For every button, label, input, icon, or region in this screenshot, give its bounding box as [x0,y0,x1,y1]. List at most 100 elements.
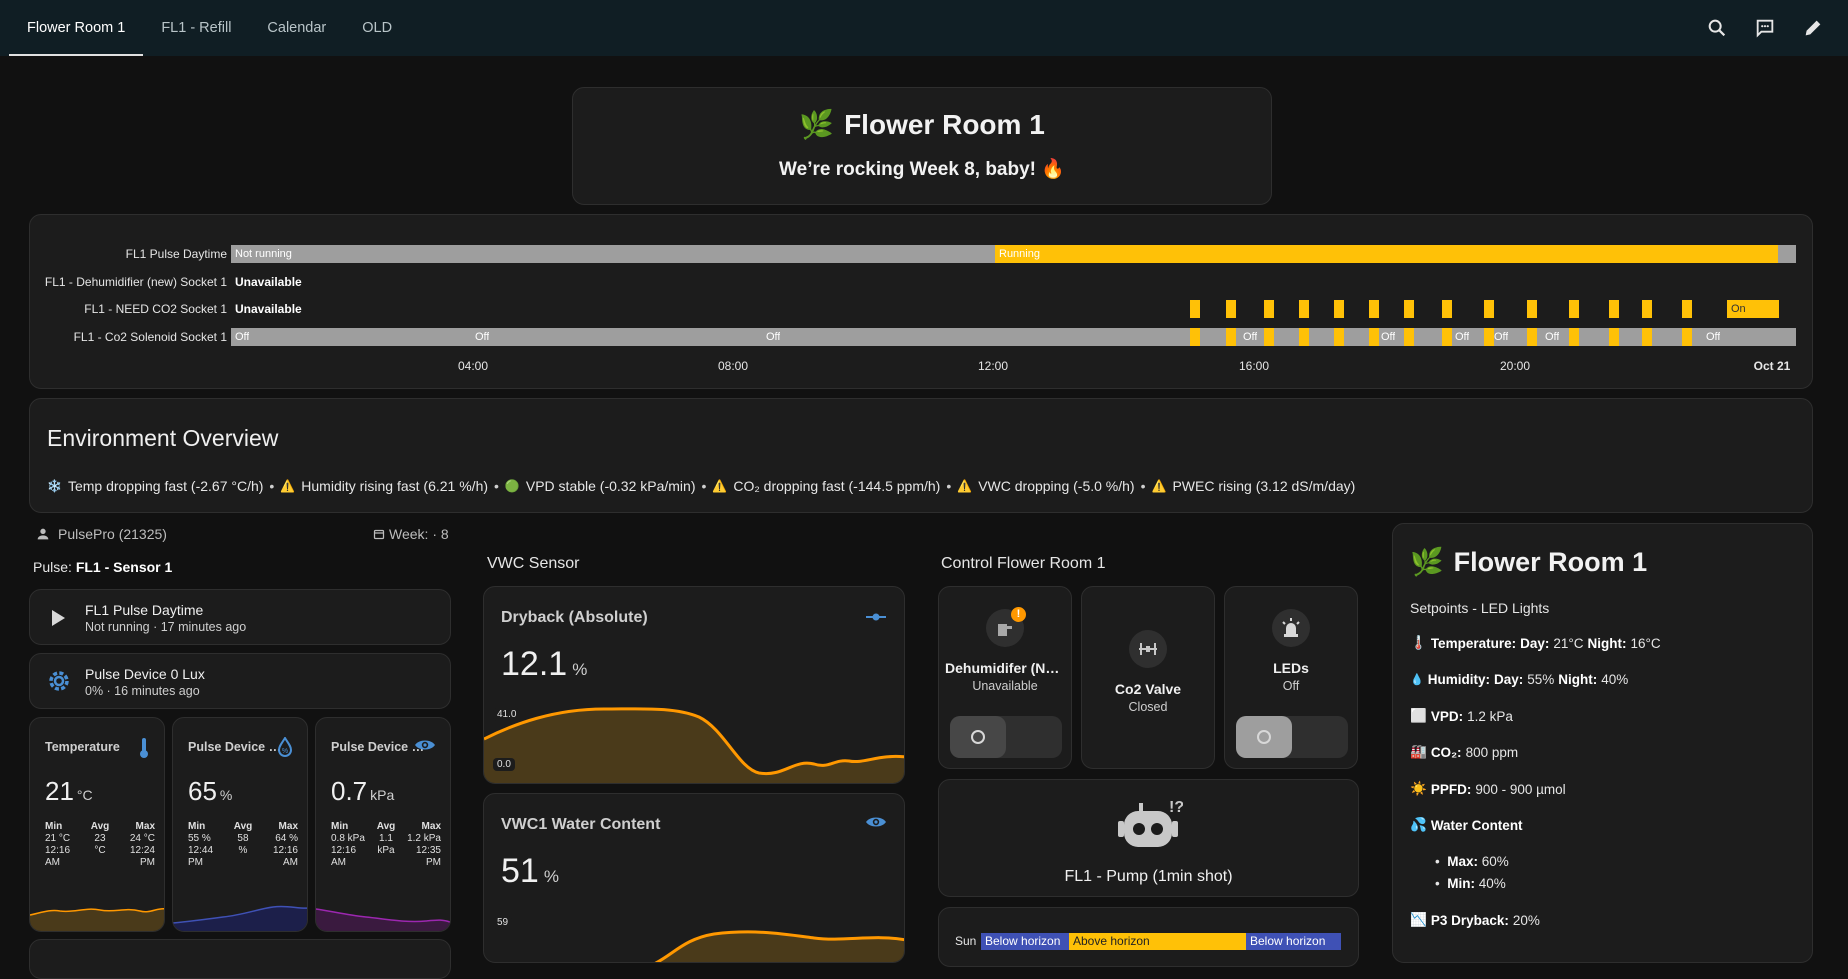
solenoid-on-mark[interactable] [1264,328,1274,346]
co2-need-on-mark[interactable] [1299,300,1309,318]
page-subtitle: We’re rocking Week 8, baby! 🔥 [779,159,1065,180]
tab-fl1-refill[interactable]: FL1 - Refill [143,0,249,56]
timeline-unavailable: Unavailable [235,302,302,316]
co2-need-on-mark[interactable] [1334,300,1344,318]
solenoid-off-label: Off [1706,331,1721,343]
solenoid-on-mark[interactable] [1682,328,1692,346]
stat-cell: 21 °C [45,833,71,844]
solenoid-on-mark[interactable] [1569,328,1579,346]
solenoid-on-mark[interactable] [1190,328,1200,346]
solenoid-on-mark[interactable] [1404,328,1414,346]
toolbar-actions [1702,0,1848,56]
trend-temp: Temp dropping fast (-2.67 °C/h) [67,478,264,494]
timeline-segment-not-running[interactable]: Not running [231,245,995,263]
timeline-solenoid-bar[interactable] [231,328,1796,346]
co2-need-on-mark[interactable] [1404,300,1414,318]
robot-confused-icon: !? [1118,799,1183,847]
tile-co2-valve[interactable]: Co2 Valve Closed [1081,586,1215,769]
sun-segment-above[interactable]: Above horizon [1069,933,1246,950]
water-max: • Max: 60% [1435,854,1509,869]
stat-cell: AM [45,857,60,868]
value-unit: % [543,867,559,886]
thermometer-icon: 🌡️ [1410,635,1427,650]
solenoid-on-mark[interactable] [1527,328,1537,346]
solenoid-off-label: Off [1494,331,1509,343]
co2-need-on-mark[interactable] [1642,300,1652,318]
co2-need-on-mark[interactable] [1569,300,1579,318]
sensor-stats: Min Avg Max 55 % 58 64 % 12:44% 12:16 PM AM [188,821,298,868]
snowflake-icon: ❄️ [47,479,62,493]
graph-card-dryback[interactable]: Dryback (Absolute) 12.1% 41.0 0.0 [483,586,905,784]
person-icon [37,528,49,540]
graph-title: Dryback (Absolute) [501,609,648,626]
trend-humidity: Humidity rising fast (6.21 %/h) [301,478,489,494]
trend-pwec: PWEC rising (3.12 dS/m/day) [1172,478,1356,494]
calendar-icon [373,529,385,540]
entity-pulse-lux[interactable]: Pulse Device 0 Lux 0% · 16 minutes ago [29,653,451,709]
setpoint-temperature: 🌡️ Temperature: Day: 21°C Night: 16°C [1410,635,1661,651]
tile-leds[interactable]: LEDs Off [1224,586,1358,769]
value-number: 12.1 [501,645,568,683]
tab-old[interactable]: OLD [344,0,410,56]
tab-flower-room-1[interactable]: Flower Room 1 [9,0,144,56]
play-icon [52,610,65,626]
stat-cell: AM [283,857,298,868]
herb-icon: 🌿 [799,109,835,140]
stat-cell: 1.2 kPa [407,833,441,844]
timeline-row-label: FL1 Pulse Daytime [125,247,227,261]
warning-icon: ⚠️ [712,479,728,493]
dehumidifier-toggle[interactable] [950,716,1062,758]
timeline-segment-not-running-end[interactable] [1778,245,1796,263]
edit-dashboard-button[interactable] [1798,13,1828,43]
solenoid-on-mark[interactable] [1334,328,1344,346]
trend-vpd: VPD stable (-0.32 kPa/min) [525,478,696,494]
separator: • [701,478,707,494]
timeline-tick: 12:00 [977,359,1009,373]
solenoid-on-mark[interactable] [1609,328,1619,346]
warning-icon: ⚠️ [1151,479,1167,493]
setpoint-value: 800 ppm [1465,744,1519,760]
timeline-segment-running[interactable]: Running [995,245,1778,263]
co2-need-on-mark[interactable] [1609,300,1619,318]
stat-cell: 55 % [188,833,211,844]
tile-dehumidifier[interactable]: ! Dehumidifer (New) Socket 1 Unavailable [938,586,1072,769]
solenoid-on-mark[interactable] [1299,328,1309,346]
sun-segment-below[interactable]: Below horizon [981,933,1069,950]
svg-text:%: % [282,748,288,755]
solenoid-on-mark[interactable] [1442,328,1452,346]
solenoid-on-mark[interactable] [1642,328,1652,346]
co2-need-on-mark[interactable] [1190,300,1200,318]
co2-need-on-mark[interactable] [1264,300,1274,318]
co2-need-on-mark[interactable] [1484,300,1494,318]
tile-state: Closed [1128,700,1168,714]
timeline-segment-on[interactable]: On [1727,300,1779,318]
toggle-knob [950,716,1006,758]
tab-label: Calendar [267,20,327,36]
gear-icon [49,671,69,691]
co2-need-on-mark[interactable] [1527,300,1537,318]
sensor-card-humidity[interactable]: Pulse Device 0 Humidity % 65% Min Avg Max … [172,717,308,932]
co2-need-on-mark[interactable] [1442,300,1452,318]
co2-need-on-mark[interactable] [1369,300,1379,318]
stat-header: Max [421,821,441,832]
assist-button[interactable] [1750,13,1780,43]
header-card: 🌿 Flower Room 1 We’re rocking Week 8, ba… [572,87,1272,205]
tab-calendar[interactable]: Calendar [249,0,344,56]
entity-pulse-daytime[interactable]: FL1 Pulse Daytime Not running · 17 minut… [29,589,451,645]
pump-button-card[interactable]: !? FL1 - Pump (1min shot) [938,779,1359,897]
segment-label: On [1731,303,1746,315]
solenoid-on-mark[interactable] [1484,328,1494,346]
graph-min-label: 0.0 [493,758,515,771]
co2-need-on-mark[interactable] [1682,300,1692,318]
tile-name: LEDs [1273,660,1309,676]
sensor-card-temperature[interactable]: Temperature 21 °C Min Avg Max 21 °C 23 24 °C … [29,717,165,932]
co2-need-on-mark[interactable] [1226,300,1236,318]
search-button[interactable] [1702,13,1732,43]
sun-segment-below[interactable]: Below horizon [1246,933,1341,950]
stat-cell: 23 [94,833,106,844]
solenoid-on-mark[interactable] [1226,328,1236,346]
leds-toggle[interactable] [1236,716,1348,758]
solenoid-on-mark[interactable] [1369,328,1379,346]
graph-card-water-content[interactable]: VWC1 Water Content 51% 59 [483,793,905,963]
